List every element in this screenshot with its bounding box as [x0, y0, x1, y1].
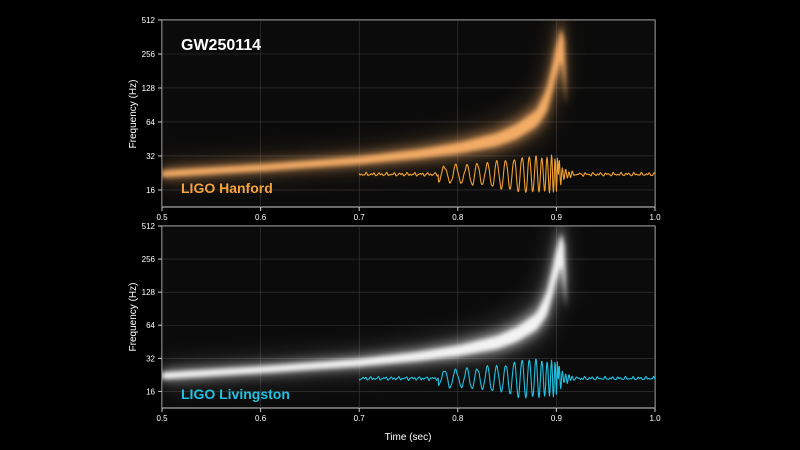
hanford-y-tick-label-3: 128: [142, 84, 156, 93]
hanford-x-tick-label-2: 0.7: [354, 213, 366, 222]
livingston-y-tick-label-5: 512: [142, 222, 156, 231]
hanford-y-tick-label-5: 512: [142, 16, 156, 25]
livingston-waveform: [358, 358, 655, 399]
livingston-y-tick-label-4: 256: [142, 255, 156, 264]
livingston-y-tick-label-0: 16: [146, 387, 155, 396]
livingston-x-ticks: 0.5 0.6 0.7 0.8 0.9 1.0: [156, 408, 661, 423]
hanford-y-tick-label-1: 32: [146, 152, 155, 161]
hanford-y-tick-label-2: 64: [146, 118, 155, 127]
hanford-x-tick-label-4: 0.9: [551, 213, 563, 222]
livingston-track-glow: [162, 226, 567, 382]
hanford-x-ticks: 0.5 0.6 0.7 0.8 0.9 1.0: [156, 207, 661, 222]
livingston-detector-label: LIGO Livingston: [181, 386, 290, 402]
hanford-waveform: [358, 154, 655, 194]
hanford-track-glow: [162, 20, 567, 180]
hanford-y-ticks: 16 32 64 128 256 512: [142, 16, 162, 195]
livingston-panel: 0.5 0.6 0.7 0.8 0.9 1.0 16 32 64 128 256 512 LIGO …: [128, 222, 661, 443]
event-title: GW250114: [181, 37, 261, 54]
livingston-x-tick-label-3: 0.8: [452, 414, 464, 423]
livingston-y-tick-label-2: 64: [146, 321, 155, 330]
x-axis-label: Time (sec): [385, 432, 432, 443]
hanford-x-tick-label-5: 1.0: [649, 213, 661, 222]
hanford-x-tick-label-3: 0.8: [452, 213, 464, 222]
hanford-y-axis-label: Frequency (Hz): [128, 80, 139, 149]
livingston-x-tick-label-4: 0.9: [551, 414, 563, 423]
hanford-x-tick-label-1: 0.6: [255, 213, 267, 222]
livingston-y-tick-label-3: 128: [142, 288, 156, 297]
livingston-y-ticks: 16 32 64 128 256 512: [142, 222, 162, 396]
livingston-y-tick-label-1: 32: [146, 354, 155, 363]
livingston-x-tick-label-0: 0.5: [156, 414, 168, 423]
hanford-y-tick-label-0: 16: [146, 186, 155, 195]
hanford-detector-label: LIGO Hanford: [181, 180, 273, 196]
hanford-panel: 0.5 0.6 0.7 0.8 0.9 1.0 16 32 64 128 256 512 GW250…: [128, 16, 661, 222]
livingston-strain-line: [358, 358, 655, 399]
livingston-y-axis-label: Frequency (Hz): [128, 283, 139, 352]
hanford-y-tick-label-4: 256: [142, 50, 156, 59]
livingston-x-tick-label-2: 0.7: [354, 414, 366, 423]
hanford-strain-line: [358, 154, 655, 194]
hanford-spectrogram-track: [162, 20, 655, 184]
livingston-spectrogram-track: [162, 226, 655, 385]
hanford-x-tick-label-0: 0.5: [156, 213, 168, 222]
livingston-x-tick-label-5: 1.0: [649, 414, 661, 423]
livingston-x-tick-label-1: 0.6: [255, 414, 267, 423]
